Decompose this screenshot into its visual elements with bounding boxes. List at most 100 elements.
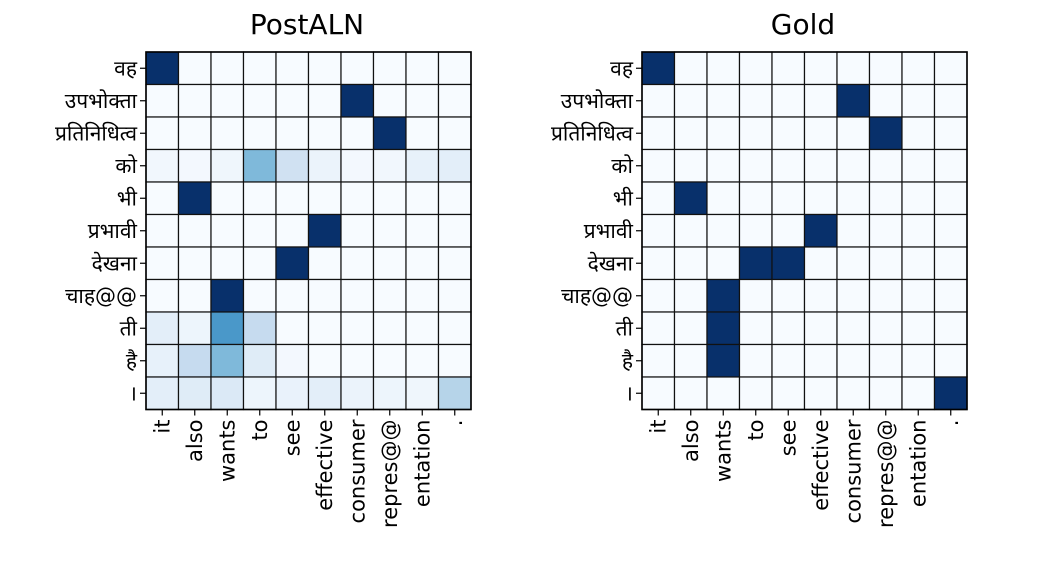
heatmap-cell bbox=[641, 311, 676, 346]
y-tick-label: को bbox=[611, 154, 633, 178]
heatmap-cell bbox=[340, 83, 375, 118]
heatmap-cell bbox=[641, 376, 676, 411]
heatmap-cell bbox=[437, 181, 472, 216]
heatmap-cell bbox=[307, 116, 342, 151]
heatmap-cell bbox=[307, 343, 342, 378]
heatmap-cell bbox=[405, 376, 440, 411]
heatmap-cell bbox=[275, 278, 310, 313]
heatmap-cell bbox=[706, 51, 741, 86]
x-tick-label: see bbox=[776, 420, 800, 457]
heatmap-cell bbox=[738, 311, 773, 346]
heatmap-cell bbox=[242, 246, 277, 281]
heatmap-cell bbox=[706, 148, 741, 183]
heatmap-cell bbox=[340, 311, 375, 346]
heatmap-cell bbox=[933, 213, 968, 248]
heatmap-cell bbox=[177, 278, 212, 313]
heatmap-cell bbox=[641, 246, 676, 281]
heatmap-cell bbox=[405, 213, 440, 248]
heatmap-cell bbox=[771, 376, 806, 411]
x-tick-label: repres@@ bbox=[378, 420, 402, 528]
heatmap-cell bbox=[738, 246, 773, 281]
heatmap-cell bbox=[405, 116, 440, 151]
heatmap-cell bbox=[275, 246, 310, 281]
heatmap-cell bbox=[177, 213, 212, 248]
heatmap-cell bbox=[372, 213, 407, 248]
heatmap-cell bbox=[145, 148, 180, 183]
heatmap-cell bbox=[803, 343, 838, 378]
heatmap-cell bbox=[405, 51, 440, 86]
heatmap-cell bbox=[437, 246, 472, 281]
heatmap-cell bbox=[210, 343, 245, 378]
heatmap-cell bbox=[307, 213, 342, 248]
heatmap-cell bbox=[933, 376, 968, 411]
heatmap-cell bbox=[706, 83, 741, 118]
heatmap-cell bbox=[275, 148, 310, 183]
heatmap-cell bbox=[307, 181, 342, 216]
heatmap-cell bbox=[340, 51, 375, 86]
chart-title: Gold bbox=[771, 8, 835, 41]
heatmap-cell bbox=[706, 116, 741, 151]
heatmap-cell bbox=[641, 343, 676, 378]
y-tick-label: वह bbox=[114, 56, 138, 80]
heatmap-cell bbox=[242, 311, 277, 346]
x-tick-label: to bbox=[248, 420, 272, 441]
heatmap-cell bbox=[275, 376, 310, 411]
heatmap-cell bbox=[145, 278, 180, 313]
heatmap-cell bbox=[641, 278, 676, 313]
heatmap-cell bbox=[901, 83, 936, 118]
heatmap-cell bbox=[641, 181, 676, 216]
heatmap-cell bbox=[210, 181, 245, 216]
heatmap-cell bbox=[210, 278, 245, 313]
x-tick-label: consumer bbox=[841, 419, 865, 523]
heatmap-cell bbox=[771, 213, 806, 248]
y-tick-label: उपभोक्ता bbox=[65, 89, 138, 113]
heatmap-cell bbox=[242, 51, 277, 86]
heatmap-cell bbox=[933, 343, 968, 378]
y-tick-label: चाह@@ bbox=[65, 284, 137, 308]
heatmap-cell bbox=[868, 246, 903, 281]
heatmap-cell bbox=[771, 148, 806, 183]
heatmap-cell bbox=[405, 83, 440, 118]
heatmap-cell bbox=[242, 213, 277, 248]
heatmap-panel-gold: Gold वह उपभोक्ता प्रतिनिधित्व को भी प्रभावी दे… bbox=[551, 8, 968, 528]
heatmap-cell bbox=[275, 83, 310, 118]
heatmap-cell bbox=[901, 213, 936, 248]
heatmap-cell bbox=[275, 51, 310, 86]
heatmap-cell bbox=[836, 376, 871, 411]
x-tick-label: wants bbox=[711, 420, 735, 483]
heatmap-cell bbox=[706, 311, 741, 346]
heatmap-cell bbox=[405, 148, 440, 183]
heatmap-cell bbox=[210, 148, 245, 183]
heatmap-cell bbox=[771, 278, 806, 313]
heatmap-cell bbox=[145, 343, 180, 378]
heatmap-cell bbox=[177, 181, 212, 216]
heatmap-cell bbox=[706, 343, 741, 378]
y-tick-label: भी bbox=[613, 186, 634, 210]
heatmap-cell bbox=[836, 116, 871, 151]
heatmap-cell bbox=[405, 343, 440, 378]
heatmap-cell bbox=[437, 213, 472, 248]
heatmap-cell bbox=[177, 116, 212, 151]
heatmap-cell bbox=[803, 83, 838, 118]
heatmap-cell bbox=[307, 311, 342, 346]
heatmap-cell bbox=[145, 51, 180, 86]
y-tick-label: है bbox=[126, 349, 138, 373]
heatmap-cell bbox=[437, 376, 472, 411]
heatmap-cell bbox=[437, 116, 472, 151]
heatmap-cell bbox=[673, 83, 708, 118]
heatmap-cell bbox=[340, 376, 375, 411]
heatmap-cell bbox=[145, 311, 180, 346]
heatmap-cell bbox=[901, 246, 936, 281]
heatmap-cell bbox=[307, 83, 342, 118]
heatmap-cell bbox=[738, 51, 773, 86]
heatmap-cell bbox=[803, 181, 838, 216]
heatmap-cell bbox=[242, 181, 277, 216]
heatmap-cell bbox=[242, 148, 277, 183]
heatmap-cell bbox=[706, 181, 741, 216]
heatmap-cell bbox=[836, 278, 871, 313]
x-tick-label: entation bbox=[410, 420, 434, 508]
heatmap-cell bbox=[372, 148, 407, 183]
heatmap-cell bbox=[673, 246, 708, 281]
y-tick-label: वह bbox=[610, 56, 634, 80]
